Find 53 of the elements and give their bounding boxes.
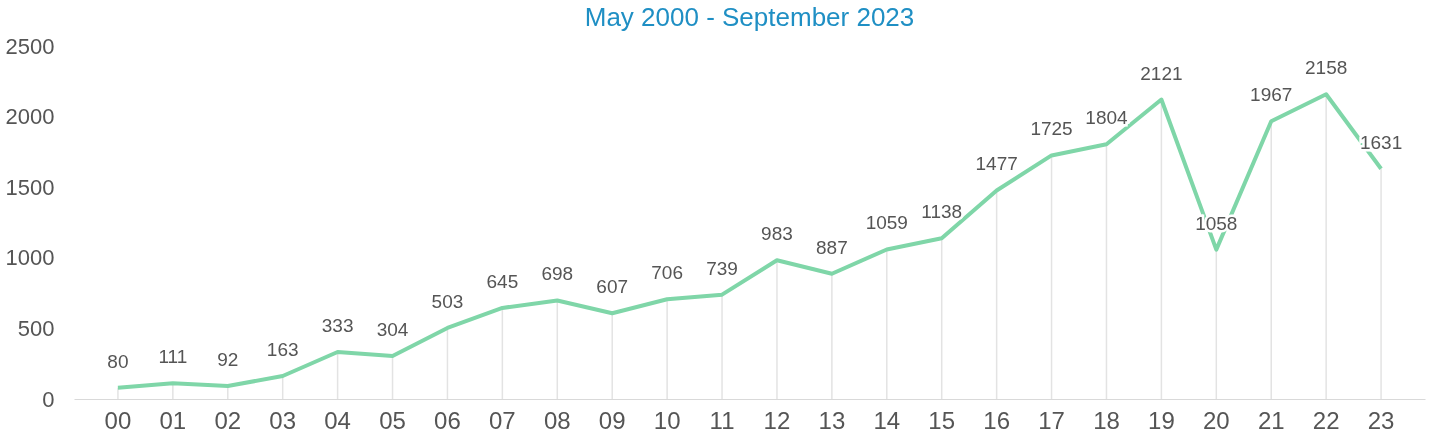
x-tick-label: 06 <box>434 406 461 434</box>
x-tick-label: 02 <box>214 406 242 434</box>
data-label: 1725 <box>1030 118 1073 140</box>
data-label: 1059 <box>865 212 908 234</box>
x-tick-label: 03 <box>269 406 297 434</box>
x-tick-label: 16 <box>983 406 1010 434</box>
y-tick-label: 2000 <box>5 104 55 130</box>
data-label: 333 <box>321 314 354 336</box>
data-label: 2158 <box>1305 57 1348 79</box>
data-label: 739 <box>706 257 738 279</box>
data-label: 304 <box>376 319 409 341</box>
x-tick-label: 04 <box>324 406 351 434</box>
chart-title: May 2000 - September 2023 <box>584 2 915 32</box>
x-tick-label: 07 <box>489 406 516 434</box>
x-tick-label: 00 <box>104 406 132 434</box>
data-label: 503 <box>431 290 464 312</box>
data-label: 983 <box>761 223 793 245</box>
y-tick-label: 1500 <box>5 174 55 200</box>
x-tick-label: 17 <box>1038 406 1065 434</box>
x-tick-label: 15 <box>928 406 956 434</box>
x-tick-label: 23 <box>1367 406 1395 434</box>
x-tick-label: 08 <box>543 406 571 434</box>
data-label: 80 <box>107 350 129 372</box>
data-label: 111 <box>158 346 188 368</box>
data-label: 887 <box>816 236 848 258</box>
data-label: 645 <box>486 270 519 292</box>
data-label: 2121 <box>1140 62 1183 84</box>
x-tick-label: 21 <box>1257 406 1285 434</box>
y-tick-label: 0 <box>42 386 55 412</box>
data-label: 698 <box>541 263 574 285</box>
y-tick-label: 1000 <box>5 245 55 271</box>
x-tick-label: 01 <box>159 406 187 434</box>
x-tick-label: 20 <box>1202 406 1230 434</box>
data-label: 607 <box>596 276 629 298</box>
x-tick-label: 10 <box>653 406 681 434</box>
x-tick-label: 19 <box>1148 406 1175 434</box>
x-tick-label: 22 <box>1312 406 1340 434</box>
x-tick-label: 13 <box>818 406 846 434</box>
x-tick-label: 09 <box>598 406 626 434</box>
x-tick-label: 18 <box>1093 406 1120 434</box>
data-label: 1138 <box>921 201 963 223</box>
y-tick-label: 2500 <box>5 33 55 59</box>
x-tick-label: 14 <box>873 406 901 434</box>
x-tick-label: 12 <box>763 406 791 434</box>
data-label: 163 <box>266 338 299 360</box>
data-label: 706 <box>651 262 683 284</box>
data-label: 1804 <box>1085 107 1129 129</box>
x-tick-label: 05 <box>379 406 406 434</box>
y-tick-label: 500 <box>17 315 55 341</box>
x-tick-label: 11 <box>709 406 735 434</box>
data-label: 92 <box>217 349 239 371</box>
data-label: 1967 <box>1250 84 1293 106</box>
data-label: 1477 <box>975 153 1018 175</box>
